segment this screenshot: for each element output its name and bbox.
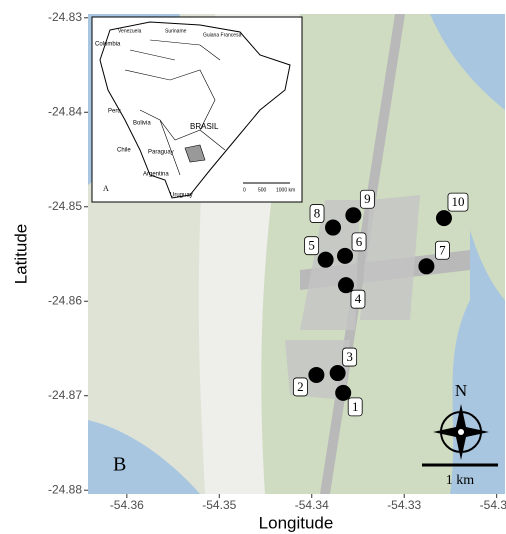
y-tick-label: -24.86	[48, 293, 82, 307]
x-tick-label: -54.36	[110, 498, 144, 512]
y-axis-title: Latitude	[11, 224, 30, 285]
point-label: 2	[297, 379, 304, 394]
x-tick-label: -54.34	[295, 498, 329, 512]
point	[345, 207, 361, 223]
point	[325, 220, 341, 236]
point	[418, 258, 434, 274]
point-label: 5	[308, 238, 315, 253]
point-label: 10	[451, 194, 464, 209]
x-tick-label: -54.32	[480, 498, 506, 512]
y-tick-label: -24.88	[48, 482, 82, 496]
x-tick-label: -54.33	[387, 498, 421, 512]
y-tick-label: -24.87	[48, 388, 82, 402]
inset-scale: 0	[243, 187, 246, 193]
point	[436, 210, 452, 226]
y-tick-label: -24.84	[48, 104, 82, 118]
scale-label: 1 km	[446, 473, 475, 488]
point-label: 8	[314, 206, 321, 221]
point	[337, 248, 353, 264]
inset-country-label: Paraguay	[148, 150, 174, 156]
inset-country-label: Uruguay	[170, 193, 193, 199]
x-axis-title: Longitude	[259, 513, 334, 532]
inset-map	[92, 17, 302, 202]
inset-country-label: Guiana Francesa	[203, 32, 242, 38]
inset-country-label: Peru	[108, 109, 121, 115]
point-label: 9	[364, 191, 371, 206]
point-label: 1	[352, 399, 359, 414]
inset-country-label: Suriname	[165, 28, 187, 34]
y-tick-label: -24.85	[48, 199, 82, 213]
point-label: 3	[346, 349, 353, 364]
figure: Longitude Latitude B N 1 km A 0 500 1000…	[0, 0, 506, 534]
point	[318, 252, 334, 268]
y-tick-label: -24.83	[48, 10, 82, 24]
point-label: 4	[355, 291, 362, 306]
panel-label: B	[113, 454, 126, 476]
inset-country-label: Venezuela	[118, 28, 142, 34]
x-tick-label: -54.35	[202, 498, 236, 512]
point-label: 7	[439, 242, 446, 257]
inset-country-label: Argentina	[143, 172, 169, 178]
north-label: N	[455, 381, 467, 400]
inset-panel-label: A	[103, 184, 109, 193]
point-label: 6	[356, 234, 363, 249]
point	[308, 367, 324, 383]
inset-country-label: Chile	[117, 148, 131, 154]
inset-country-label: Colombia	[95, 42, 121, 48]
point	[330, 365, 346, 381]
inset-scale: 500	[258, 187, 267, 193]
inset-country-label: Bolivia	[133, 121, 151, 127]
inset-scale: 1000 km	[276, 187, 295, 193]
inset-country-label: BRASIL	[190, 122, 219, 131]
